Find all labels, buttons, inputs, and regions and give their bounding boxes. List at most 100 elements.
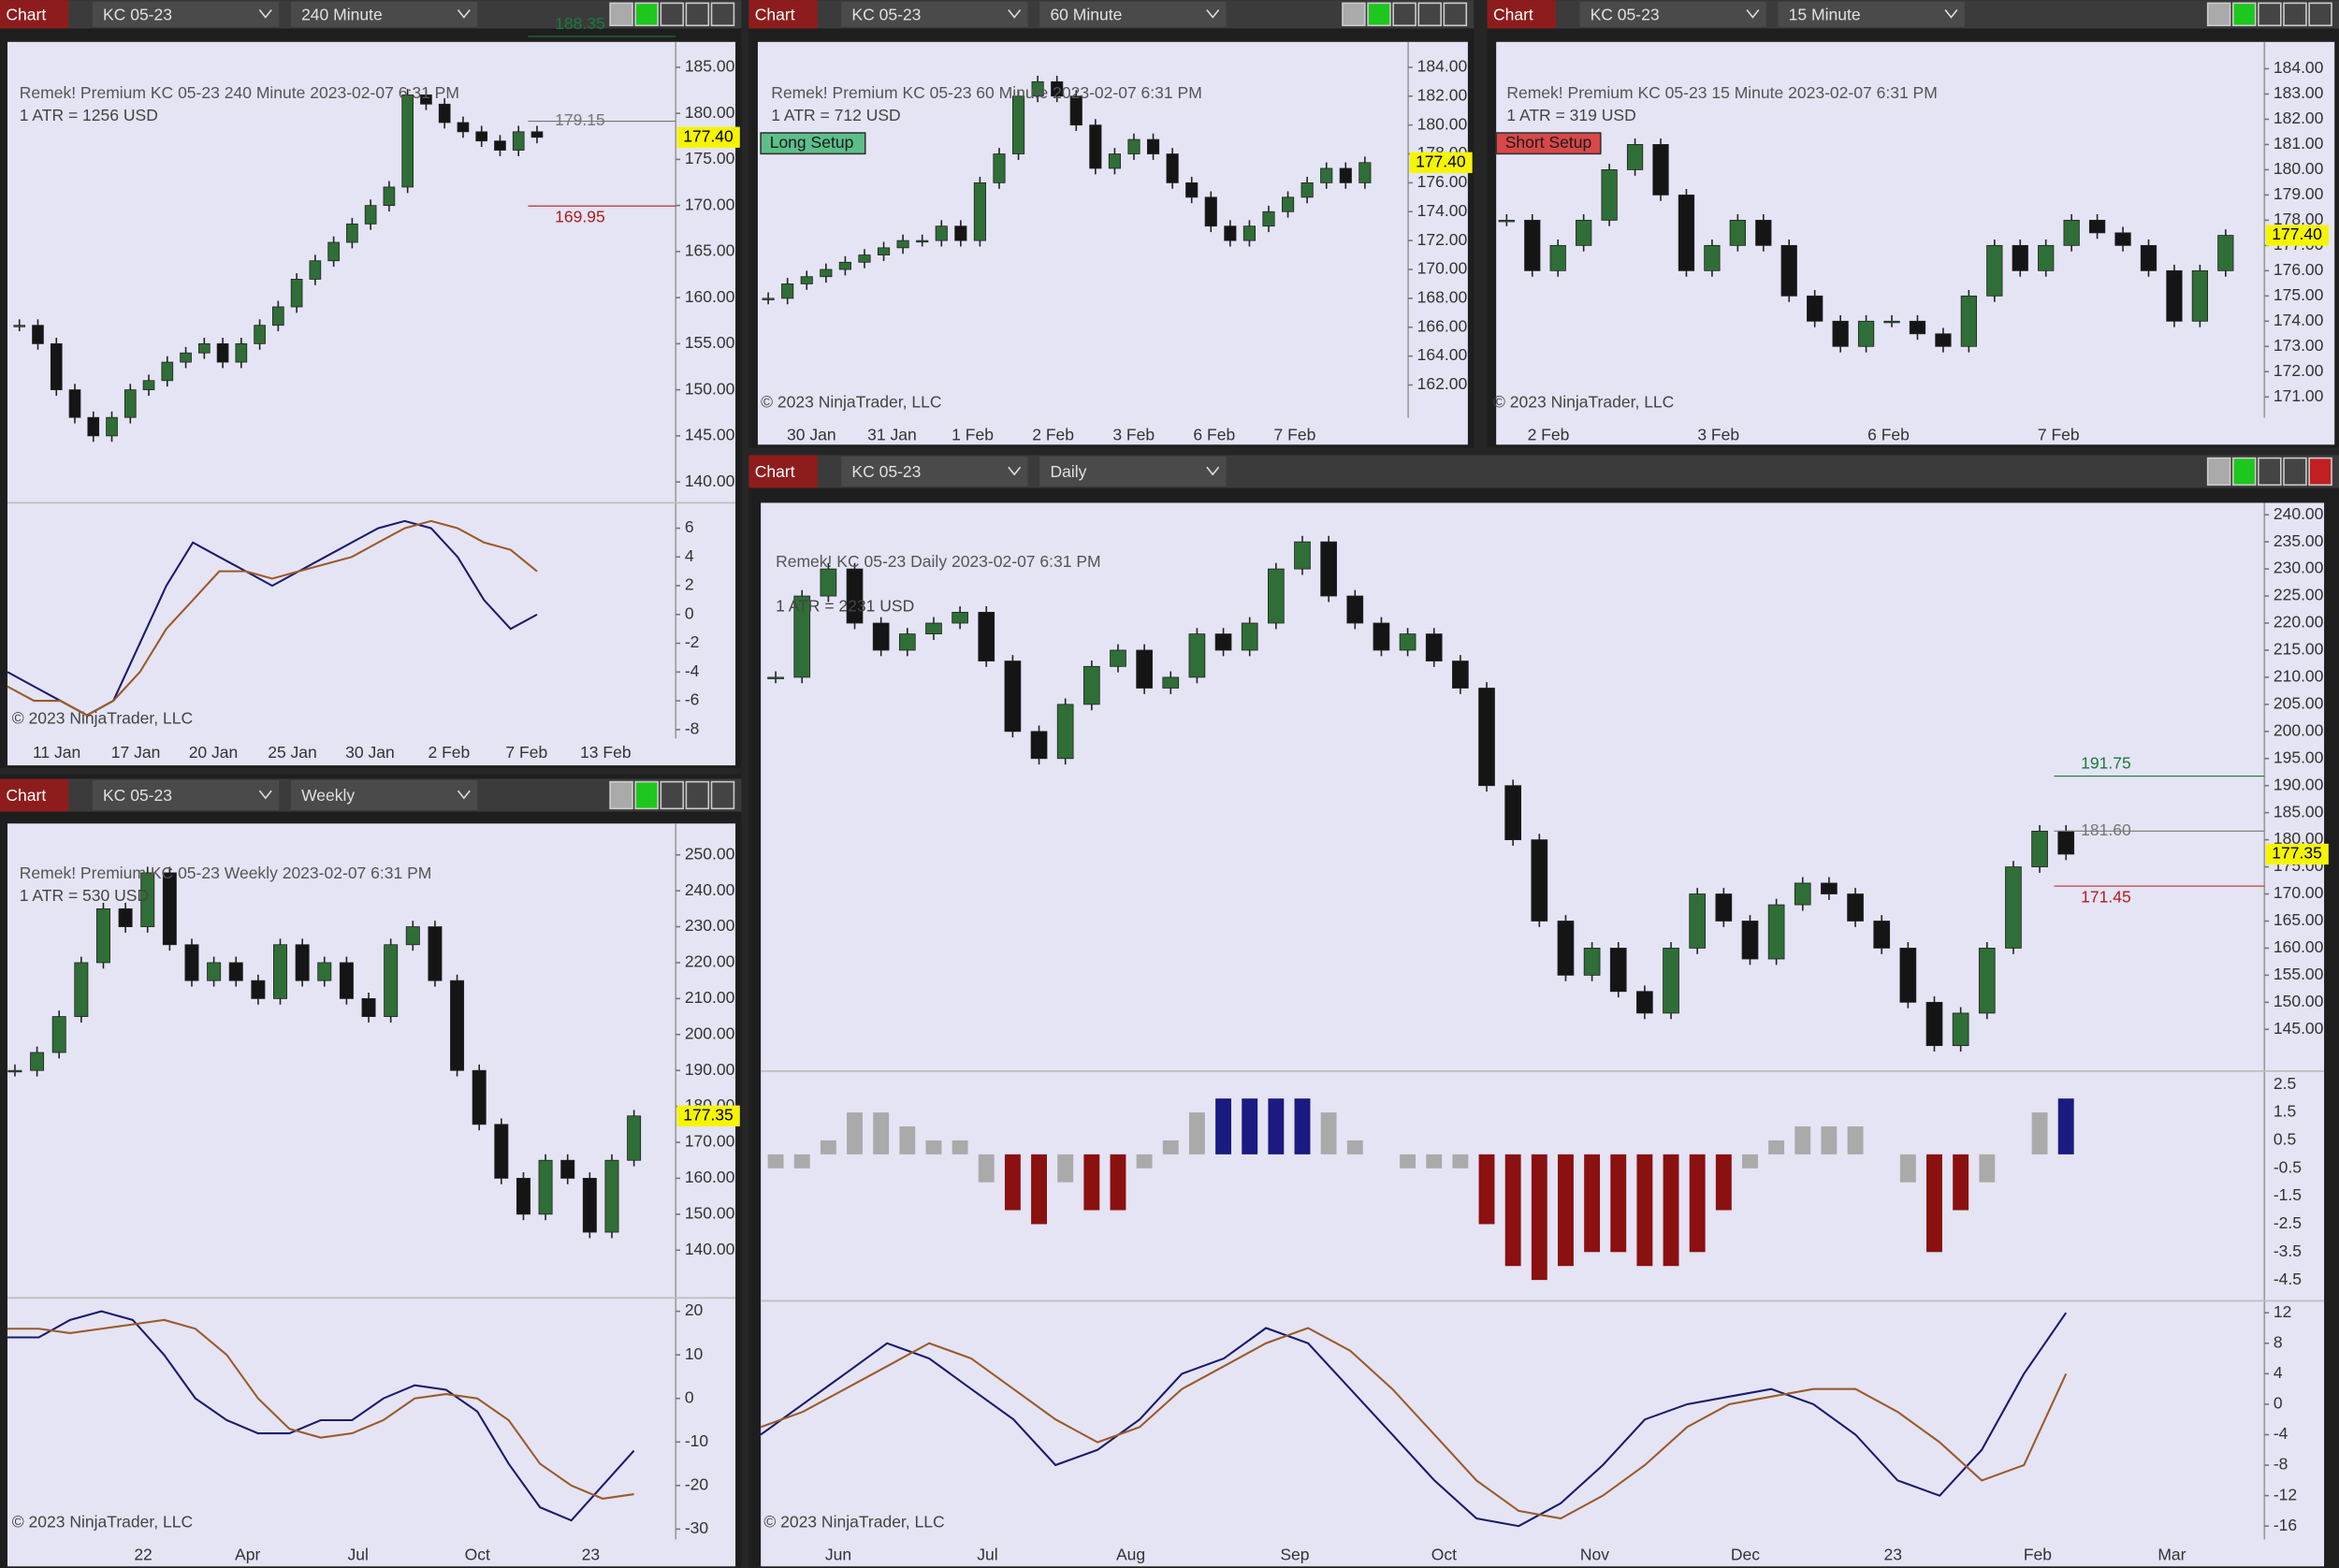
window-button[interactable]	[609, 780, 633, 810]
x-tick-label: 20 Jan	[189, 743, 239, 762]
setup-box	[760, 132, 866, 155]
symbol-label[interactable]: KC 05-23	[103, 6, 172, 24]
candle	[1498, 219, 1515, 223]
y-tick-label: 0	[685, 603, 694, 622]
chart-tab	[1487, 0, 1556, 29]
histogram-bar	[1742, 1154, 1758, 1169]
window-button[interactable]	[2258, 2, 2282, 27]
window-button[interactable]	[660, 780, 685, 810]
window-button[interactable]	[710, 2, 735, 27]
histogram-bar	[1188, 1112, 1205, 1154]
symbol-label[interactable]: KC 05-23	[851, 462, 921, 481]
y-tick-label: -6	[685, 690, 700, 709]
window-button[interactable]	[2232, 457, 2257, 486]
interval-label[interactable]: 60 Minute	[1050, 6, 1122, 24]
window-button[interactable]	[634, 2, 659, 27]
histogram-bar	[1768, 1140, 1785, 1154]
candle	[1110, 649, 1126, 667]
candle	[1767, 904, 1785, 960]
y-tick-label: 183.00	[2274, 83, 2324, 102]
y-tick-label: 12	[2274, 1302, 2291, 1321]
candle	[793, 595, 811, 678]
histogram-bar	[1057, 1154, 1074, 1183]
histogram-bar	[1004, 1154, 1021, 1211]
candle	[494, 1124, 509, 1179]
window-button[interactable]	[710, 780, 735, 810]
window-button[interactable]	[2232, 2, 2257, 27]
interval-dropdown[interactable]	[1778, 1, 1965, 27]
symbol-dropdown[interactable]	[92, 780, 280, 810]
candle	[68, 389, 81, 418]
histogram-bar	[1268, 1098, 1285, 1154]
candle	[2031, 830, 2048, 867]
window-button[interactable]	[2206, 2, 2231, 27]
histogram-bar	[1294, 1098, 1311, 1154]
window-button[interactable]	[2258, 457, 2282, 486]
histogram-bar	[1689, 1154, 1706, 1253]
window-button[interactable]	[634, 780, 659, 810]
interval-label[interactable]: 240 Minute	[301, 6, 383, 24]
candle	[1626, 144, 1644, 170]
x-tick-label: 11 Jan	[33, 743, 80, 762]
candle	[1704, 244, 1721, 271]
window-button[interactable]	[685, 780, 710, 810]
candle	[762, 298, 775, 300]
candle	[161, 361, 174, 382]
symbol-dropdown[interactable]	[841, 1, 1028, 27]
window-button[interactable]	[1367, 2, 1391, 27]
histogram-bar	[2057, 1098, 2074, 1154]
copyright: © 2023 NinjaTrader, LLC	[761, 392, 941, 411]
window-button[interactable]	[2283, 2, 2307, 27]
candle	[450, 980, 465, 1071]
candle	[290, 279, 303, 308]
window-button[interactable]	[660, 2, 685, 27]
histogram-bar	[820, 1140, 836, 1154]
window-button[interactable]	[2206, 457, 2231, 486]
candle	[50, 342, 63, 391]
candle	[973, 181, 986, 241]
candle	[87, 416, 100, 437]
window-button[interactable]	[2283, 457, 2307, 486]
symbol-label[interactable]: KC 05-23	[103, 786, 172, 805]
interval-label[interactable]: Daily	[1050, 462, 1086, 481]
window-button[interactable]	[1342, 2, 1366, 27]
target-label: 179.15	[555, 110, 605, 129]
chart-title: Remek! Premium KC 05-23 15 Minute 2023-0…	[1506, 83, 1937, 102]
y-tick-label: 250.00	[685, 844, 735, 863]
y-tick-label: 180.00	[2274, 829, 2324, 848]
y-tick-label: 8	[2274, 1332, 2283, 1351]
interval-dropdown[interactable]	[290, 1, 478, 27]
interval-label[interactable]: 15 Minute	[1789, 6, 1861, 24]
symbol-label[interactable]: KC 05-23	[1591, 6, 1660, 24]
candle	[494, 140, 506, 151]
candle	[1294, 541, 1311, 570]
chart-tab-label: Chart	[755, 462, 795, 481]
symbol-label[interactable]: KC 05-23	[851, 6, 921, 24]
window-button[interactable]	[2308, 2, 2332, 27]
interval-caret	[1206, 9, 1220, 19]
candle	[1127, 138, 1140, 154]
interval-dropdown[interactable]	[1039, 457, 1227, 486]
symbol-dropdown[interactable]	[841, 457, 1028, 486]
window-button[interactable]	[685, 2, 710, 27]
window-button[interactable]	[2308, 457, 2332, 486]
histogram-bar	[978, 1154, 995, 1183]
y-tick-label: 164.00	[1417, 345, 1468, 364]
candle	[1069, 95, 1082, 126]
symbol-dropdown[interactable]	[1579, 1, 1766, 27]
window-button[interactable]	[609, 2, 633, 27]
window-button[interactable]	[1443, 2, 1468, 27]
window-button[interactable]	[1417, 2, 1442, 27]
interval-label[interactable]: Weekly	[301, 786, 355, 805]
interval-dropdown[interactable]	[1039, 1, 1227, 27]
histogram-bar	[1136, 1154, 1153, 1169]
x-tick-label: 30 Jan	[787, 425, 836, 443]
x-tick-label: Sep	[1280, 1546, 1309, 1564]
interval-dropdown[interactable]	[290, 780, 478, 810]
symbol-dropdown[interactable]	[92, 1, 280, 27]
candle	[1952, 1012, 1969, 1047]
window-button[interactable]	[1392, 2, 1416, 27]
y-tick-label: 230.00	[2274, 559, 2324, 577]
candle	[1715, 893, 1733, 922]
x-tick-label: 3 Feb	[1697, 425, 1739, 443]
